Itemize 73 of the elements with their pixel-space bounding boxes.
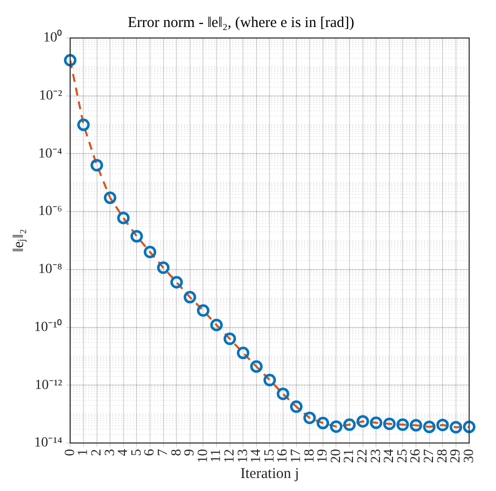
point: [250, 360, 263, 373]
point: [236, 346, 250, 360]
point: [450, 421, 462, 434]
x-tick-label: 30: [462, 449, 477, 463]
x-tick-label: 19: [316, 449, 331, 463]
x-tick-label: 5: [129, 449, 144, 456]
x-tick-label: 22: [355, 449, 370, 463]
x-tick-label: 9: [182, 449, 198, 456]
x-tick-label: 20: [328, 449, 344, 463]
x-tick-label: 26: [408, 449, 424, 463]
x-tick-label: 21: [342, 449, 358, 463]
point: [224, 332, 236, 346]
point: [396, 418, 409, 431]
x-tick-label: 14: [249, 449, 264, 463]
x-tick-label: 0: [62, 449, 78, 456]
point: [77, 118, 90, 132]
y-axis-title: ‖eⱼ‖₂: [10, 228, 27, 252]
x-tick-label: 23: [368, 449, 384, 463]
x-tick-label: 24: [382, 449, 398, 463]
point: [436, 418, 449, 432]
x-tick-label: 11: [209, 449, 224, 462]
point: [130, 230, 143, 243]
point: [316, 416, 330, 430]
x-tick-label: 18: [302, 449, 318, 463]
x-tick-label: 17: [288, 449, 304, 463]
point: [170, 276, 183, 289]
y-tick-label: 10⁻¹⁴: [34, 436, 62, 451]
x-tick-label: 1: [76, 449, 92, 456]
y-tick-label: 10⁻⁶: [38, 204, 62, 220]
x-tick-label: 6: [142, 449, 158, 456]
point: [144, 246, 156, 258]
point: [343, 418, 356, 431]
point: [462, 420, 476, 434]
y-tick-label: 10⁰: [43, 30, 62, 46]
x-tick-label: 8: [169, 449, 184, 456]
point: [410, 419, 422, 432]
x-tick-label: 16: [276, 449, 291, 463]
chart-title: Error norm - ‖e‖₂, (where e is in [rad]): [128, 14, 354, 31]
x-tick-label: 4: [116, 449, 132, 456]
point: [383, 418, 396, 430]
point: [117, 212, 130, 224]
x-tick-label: 7: [156, 449, 171, 456]
point: [157, 261, 170, 274]
x-tick-label: 15: [262, 449, 278, 463]
x-tick-label: 10: [196, 449, 211, 463]
x-tick-label: 12: [222, 449, 238, 463]
point: [330, 420, 342, 433]
point: [184, 290, 196, 304]
point: [290, 400, 303, 413]
point: [423, 420, 436, 434]
y-tick-label: 10⁻¹²: [34, 378, 62, 393]
y-tick-label: 10⁻⁸: [38, 262, 62, 278]
point: [370, 416, 382, 430]
y-tick-label: 10⁻¹⁰: [34, 318, 62, 335]
point: [104, 192, 116, 204]
point: [303, 412, 316, 424]
point: [196, 304, 210, 317]
y-tick-label: 10⁻²: [38, 88, 62, 104]
point: [90, 158, 104, 172]
x-tick-label: 13: [236, 449, 251, 463]
y-tick-label: 10⁻⁴: [38, 146, 62, 162]
x-tick-label: 3: [102, 449, 118, 456]
point: [276, 388, 290, 400]
point: [210, 318, 223, 332]
x-axis-title: Iteration j: [240, 466, 300, 482]
x-tick-label: 29: [448, 449, 464, 463]
point: [263, 374, 276, 386]
point: [64, 54, 76, 67]
x-tick-label: 2: [89, 449, 104, 456]
x-tick-label: 27: [422, 449, 437, 463]
x-tick-label: 28: [435, 449, 450, 463]
x-tick-label: 25: [395, 449, 410, 463]
point: [356, 415, 370, 428]
